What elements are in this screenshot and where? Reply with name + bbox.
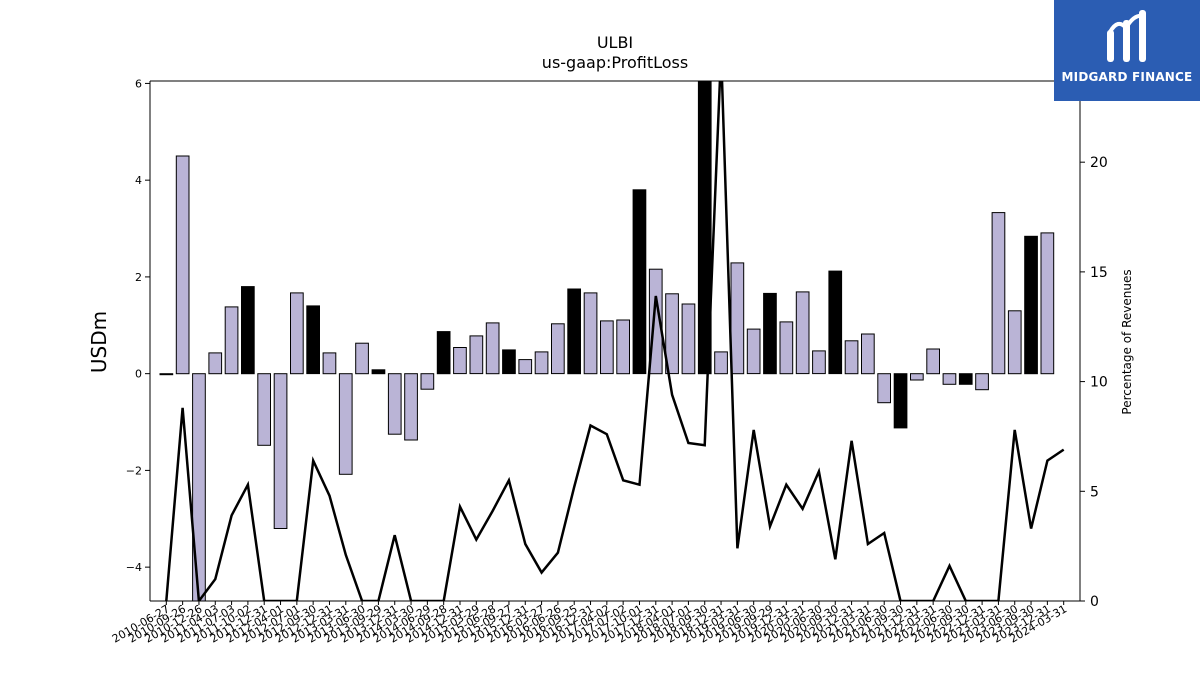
bar	[208, 352, 223, 375]
bar	[714, 351, 728, 375]
y2-tick-label: 0	[1090, 594, 1099, 610]
bar	[387, 373, 402, 435]
bar	[306, 305, 320, 375]
y-tick-label: 6	[135, 77, 142, 90]
y-tick-label: 0	[135, 368, 142, 381]
bar	[502, 349, 516, 375]
bar	[534, 351, 549, 375]
bar	[1040, 232, 1055, 375]
bar	[910, 373, 924, 381]
y-tick-label: 4	[135, 174, 142, 187]
y2-axis-label: Percentage of Revenues	[1120, 269, 1134, 414]
brand-name: MIDGARD FINANCE	[1061, 70, 1193, 84]
bar	[779, 321, 794, 375]
y2-tick-label: 15	[1090, 265, 1108, 281]
y-axis-label: USDm	[87, 311, 111, 373]
bar	[273, 373, 288, 530]
bar	[551, 323, 565, 375]
bar	[224, 306, 239, 375]
bar	[241, 286, 255, 375]
y2-tick-label: 5	[1090, 484, 1099, 500]
midgard-m-logo-icon	[1107, 10, 1146, 62]
bar	[958, 373, 973, 385]
bar	[469, 335, 484, 375]
chart-title: ULBI	[597, 33, 633, 52]
bar	[355, 342, 369, 375]
bar	[616, 319, 630, 375]
bar	[485, 322, 500, 375]
bar	[665, 293, 679, 375]
bar	[322, 352, 337, 375]
bar	[632, 189, 647, 375]
bar	[1024, 235, 1038, 375]
y-tick-label: −4	[126, 561, 142, 574]
bar	[681, 303, 696, 375]
bar	[1007, 310, 1022, 375]
bar-series	[159, 80, 1055, 602]
bar	[844, 340, 859, 375]
bar	[763, 292, 777, 375]
y2-tick-label: 10	[1090, 375, 1108, 391]
bar	[795, 291, 810, 375]
bar	[861, 333, 875, 375]
bar	[730, 262, 745, 375]
bar	[404, 373, 418, 441]
bar	[991, 212, 1006, 375]
y2-tick-label: 20	[1090, 155, 1108, 171]
bar	[453, 347, 467, 375]
bar	[518, 359, 533, 375]
bar	[567, 288, 581, 375]
bar	[436, 331, 451, 375]
bar	[926, 348, 940, 375]
axes: −4−20246051015202010-06-272010-09-262010…	[110, 77, 1108, 645]
bar	[812, 350, 826, 375]
bar	[600, 320, 614, 375]
bar	[420, 373, 435, 390]
bar	[583, 292, 598, 375]
bar	[175, 155, 190, 375]
bar	[338, 373, 353, 475]
bar	[893, 373, 908, 429]
bar	[942, 373, 957, 385]
line-path	[165, 81, 1065, 601]
bar	[975, 373, 989, 391]
brand-logo: MIDGARD FINANCE	[1054, 0, 1200, 101]
y-tick-label: 2	[135, 271, 142, 284]
bar	[746, 328, 761, 375]
line-series	[165, 81, 1065, 601]
bar	[877, 373, 891, 404]
bar	[257, 373, 271, 446]
bar	[290, 292, 304, 375]
bar	[828, 270, 843, 375]
bar	[159, 373, 174, 376]
chart-subtitle: us-gaap:ProfitLoss	[542, 53, 688, 72]
bar	[371, 369, 386, 375]
y-tick-label: −2	[126, 464, 142, 477]
bar	[192, 373, 206, 602]
